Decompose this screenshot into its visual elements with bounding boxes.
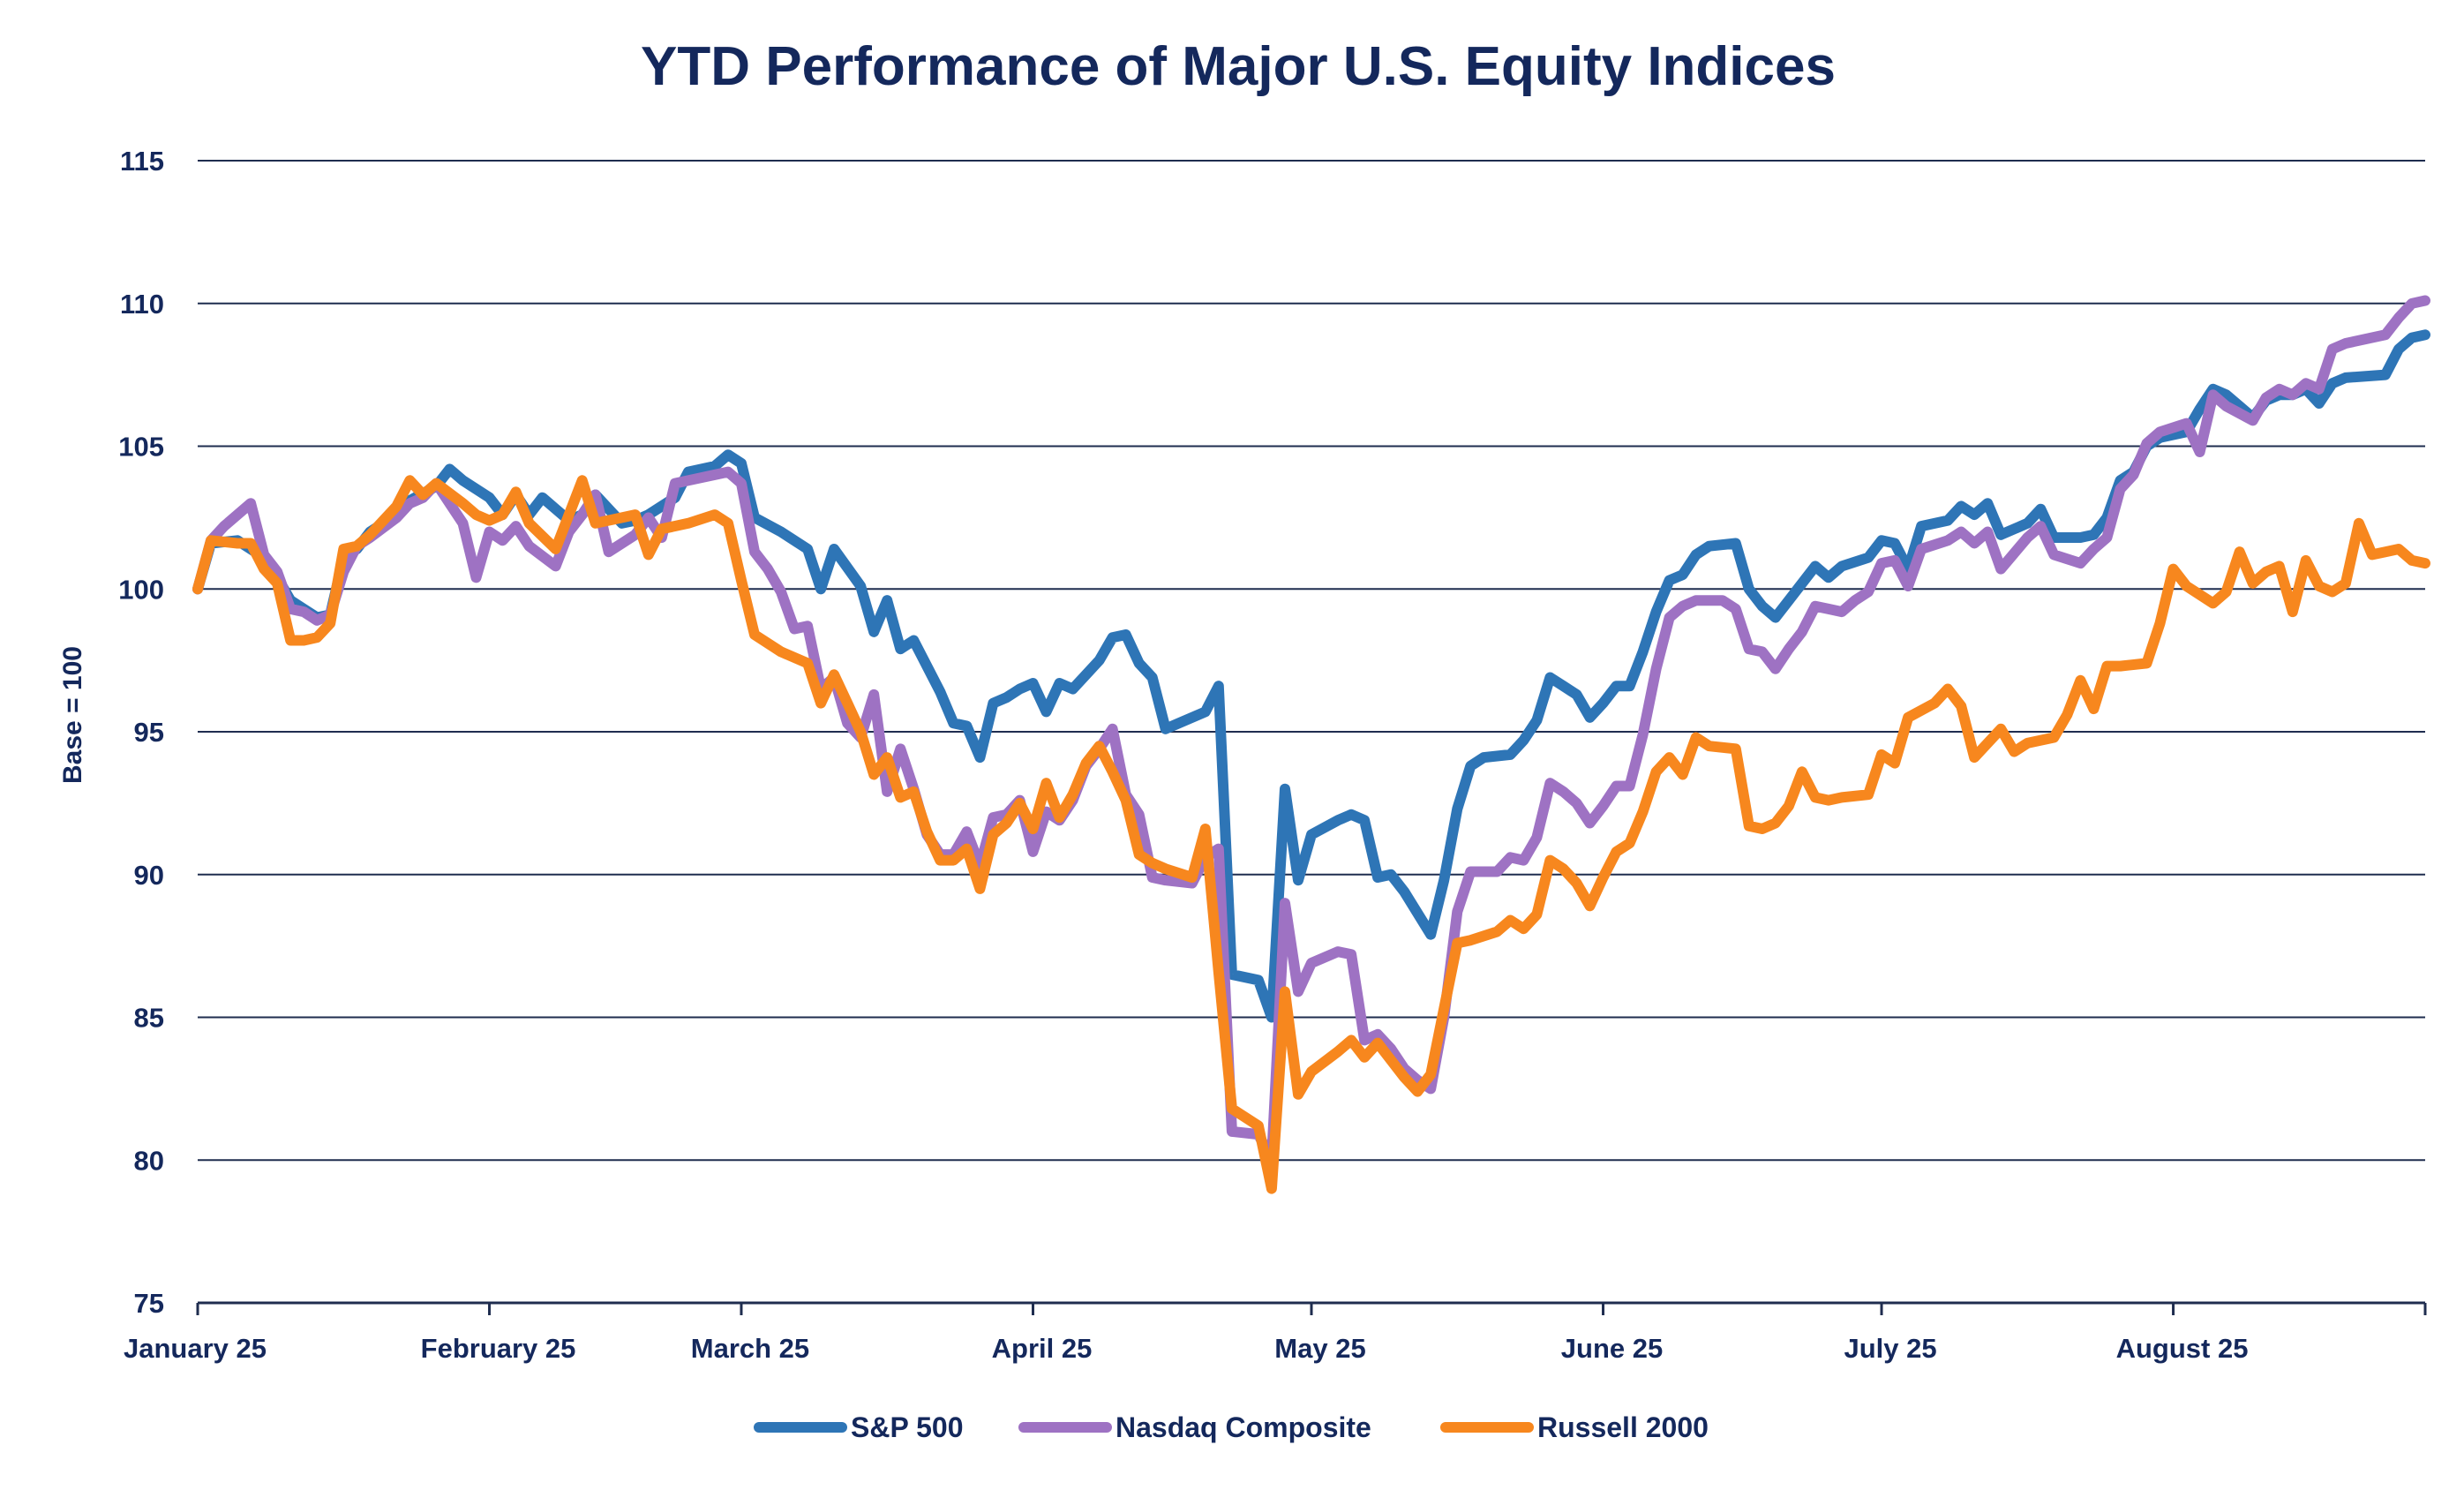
- series-line-0: [192, 329, 2430, 1023]
- x-tick-label: May 25: [1274, 1333, 1365, 1364]
- y-tick-label: 75: [134, 1288, 164, 1319]
- y-tick-label: 95: [134, 717, 164, 748]
- series-line-1: [192, 295, 2430, 1166]
- y-tick-label: 115: [120, 146, 164, 177]
- y-axis-label: Base = 100: [58, 646, 87, 784]
- x-tick-label: June 25: [1561, 1333, 1663, 1364]
- x-tick-label: February 25: [421, 1333, 576, 1364]
- y-tick-label: 85: [134, 1003, 164, 1034]
- y-tick-label: 110: [120, 289, 164, 320]
- legend-label: S&P 500: [851, 1411, 964, 1443]
- x-tick-label: April 25: [992, 1333, 1093, 1364]
- y-tick-label: 105: [118, 432, 164, 463]
- x-axis: January 25 February 25 March 25 April 25 May…: [124, 1301, 2427, 1364]
- y-tick-label: 100: [118, 574, 164, 605]
- legend-label: Nasdaq Composite: [1116, 1411, 1371, 1443]
- y-tick-label: 80: [134, 1145, 164, 1176]
- chart-title: YTD Performance of Major U.S. Equity Ind…: [641, 36, 1836, 97]
- x-tick-label: March 25: [691, 1333, 809, 1364]
- series-lines: [192, 295, 2430, 1194]
- y-axis: 75 80 85 90 95 100 105 110 115: [118, 146, 164, 1319]
- y-tick-label: 90: [134, 860, 164, 891]
- legend-label: Russell 2000: [1537, 1411, 1709, 1443]
- gridlines: [198, 160, 2425, 1162]
- x-tick-label: August 25: [2116, 1333, 2249, 1364]
- x-tick-label: July 25: [1844, 1333, 1936, 1364]
- series-line-2: [192, 475, 2430, 1194]
- x-tick-label: January 25: [124, 1333, 267, 1364]
- legend: S&P 500 Nasdaq Composite Russell 2000: [754, 1411, 1709, 1443]
